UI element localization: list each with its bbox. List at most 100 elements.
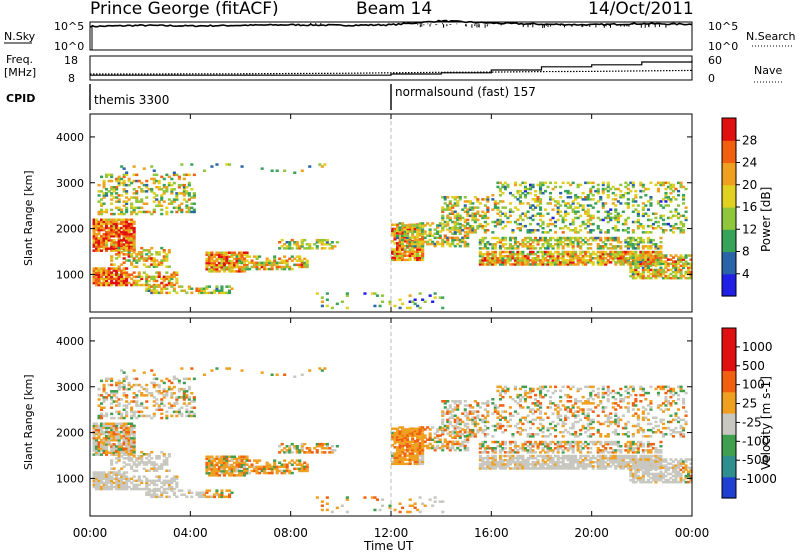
power-cell bbox=[150, 212, 154, 216]
velocity-cell bbox=[212, 495, 216, 499]
power-cell bbox=[684, 260, 688, 263]
power-cell bbox=[451, 232, 455, 235]
power-cell bbox=[581, 208, 585, 211]
velocity-cell bbox=[115, 477, 119, 480]
velocity-cell bbox=[486, 456, 490, 460]
power-cell bbox=[624, 222, 628, 226]
power-cell bbox=[671, 185, 675, 189]
power-cell bbox=[120, 226, 124, 230]
power-cell bbox=[245, 259, 249, 262]
velocity-cell bbox=[243, 474, 247, 477]
velocity-cell bbox=[125, 436, 129, 440]
power-cell bbox=[215, 265, 219, 269]
velocity-cell bbox=[187, 489, 191, 492]
power-cell bbox=[534, 261, 538, 264]
power-cell bbox=[112, 243, 116, 246]
power-cell bbox=[521, 243, 525, 246]
power-cell bbox=[556, 200, 560, 203]
power-cell bbox=[626, 263, 630, 266]
velocity-cell bbox=[463, 440, 467, 444]
power-cell bbox=[518, 214, 522, 218]
power-cell bbox=[629, 243, 633, 246]
power-cell bbox=[574, 257, 578, 260]
power-cell bbox=[659, 262, 663, 265]
velocity-cell bbox=[127, 451, 131, 454]
power-cell bbox=[631, 252, 635, 256]
velocity-cell bbox=[240, 459, 244, 462]
velocity-cell bbox=[398, 452, 402, 455]
power-cell bbox=[669, 200, 673, 203]
velocity-cell bbox=[448, 446, 452, 450]
power-cell bbox=[516, 222, 520, 226]
power-cell bbox=[641, 245, 645, 248]
velocity-cell bbox=[428, 446, 432, 450]
power-cell bbox=[117, 177, 121, 181]
velocity-cell bbox=[222, 472, 226, 475]
velocity-cell bbox=[320, 447, 324, 450]
power-cell bbox=[626, 236, 630, 240]
power-cell bbox=[526, 257, 530, 260]
velocity-cell bbox=[105, 479, 109, 483]
velocity-cell bbox=[122, 477, 126, 480]
power-cell bbox=[566, 243, 570, 246]
power-cell bbox=[508, 254, 512, 258]
power-cell bbox=[682, 198, 686, 201]
velocity-cell bbox=[147, 392, 151, 395]
power-cell bbox=[416, 234, 420, 237]
velocity-cell bbox=[160, 398, 164, 401]
power-cell bbox=[664, 264, 668, 268]
power-cell bbox=[165, 257, 169, 260]
velocity-cell bbox=[283, 459, 287, 462]
power-cell bbox=[468, 200, 472, 203]
power-cell bbox=[649, 256, 653, 259]
power-cell bbox=[609, 236, 613, 240]
power-cell bbox=[248, 255, 252, 258]
power-cell bbox=[283, 247, 287, 250]
power-cell bbox=[107, 277, 111, 281]
velocity-cell bbox=[295, 463, 299, 466]
velocity-cell bbox=[100, 481, 104, 485]
power-cell bbox=[238, 267, 242, 271]
power-cell bbox=[280, 265, 284, 269]
velocity-cell bbox=[117, 449, 121, 452]
velocity-cell bbox=[411, 433, 415, 437]
power-cell bbox=[125, 239, 129, 242]
velocity-cell bbox=[501, 467, 505, 470]
power-cell bbox=[155, 285, 159, 288]
power-cell bbox=[478, 243, 482, 246]
velocity-cell bbox=[408, 442, 412, 445]
velocity-cell bbox=[310, 451, 314, 454]
power-cell bbox=[110, 218, 114, 221]
velocity-cell bbox=[160, 392, 164, 395]
power-cell bbox=[677, 216, 681, 220]
power-cell bbox=[375, 294, 379, 297]
velocity-cell bbox=[120, 381, 124, 385]
velocity-cell bbox=[120, 434, 124, 438]
power-cell bbox=[594, 252, 598, 256]
power-cell bbox=[589, 222, 593, 226]
power-cell bbox=[403, 228, 407, 231]
velocity-cell bbox=[205, 495, 209, 499]
velocity-cell bbox=[401, 428, 405, 431]
power-cell bbox=[456, 202, 460, 205]
velocity-cell bbox=[175, 475, 179, 478]
power-cell bbox=[187, 194, 191, 197]
velocity-cell bbox=[107, 475, 111, 478]
power-cell bbox=[488, 252, 492, 256]
power-cell bbox=[503, 181, 507, 185]
power-cell bbox=[566, 189, 570, 193]
velocity-cell bbox=[92, 483, 96, 487]
colorbar-swatch bbox=[722, 140, 736, 164]
power-cell bbox=[461, 236, 465, 240]
power-cell bbox=[661, 181, 665, 185]
velocity-cell bbox=[486, 463, 490, 466]
velocity-cell bbox=[175, 402, 179, 405]
power-cell bbox=[110, 249, 114, 252]
power-cell bbox=[631, 268, 635, 272]
power-cell bbox=[521, 261, 525, 264]
power-cell bbox=[631, 229, 635, 232]
power-cell bbox=[564, 224, 568, 228]
power-cell bbox=[576, 206, 580, 209]
power-cell bbox=[659, 241, 663, 244]
power-cell bbox=[95, 228, 99, 232]
